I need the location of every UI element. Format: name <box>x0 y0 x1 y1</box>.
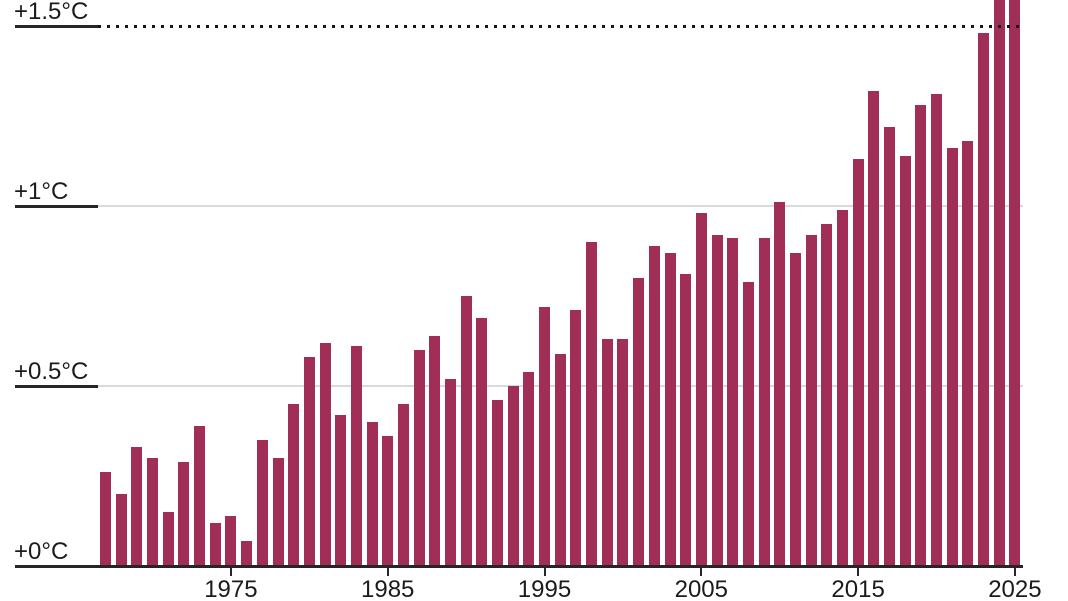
bar-1967 <box>100 472 111 566</box>
x-axis-tick <box>543 567 546 576</box>
y-axis-label: +1.5°C <box>14 0 89 25</box>
bar-2003 <box>664 253 676 566</box>
bar-2008 <box>742 282 754 566</box>
x-axis-tick-label: 2025 <box>988 576 1042 601</box>
bar-1976 <box>241 541 253 566</box>
bar-1975 <box>225 516 237 566</box>
x-axis-tick <box>386 567 389 576</box>
bar-2011 <box>789 253 801 566</box>
bar-1979 <box>288 404 300 566</box>
bar-1983 <box>350 346 362 566</box>
threshold-line-1.5C <box>98 24 1023 28</box>
x-axis-tick <box>229 567 232 576</box>
bar-1998 <box>586 242 598 566</box>
bar-2012 <box>805 235 817 566</box>
bar-1972 <box>178 462 190 566</box>
bar-2021 <box>946 148 958 566</box>
x-axis-tick <box>1013 567 1016 576</box>
y-axis-label: +0°C <box>14 538 69 565</box>
bar-2006 <box>711 235 723 566</box>
bar-1973 <box>194 426 206 566</box>
bar-1986 <box>397 404 409 566</box>
bar-2023 <box>978 33 990 566</box>
bar-2019 <box>915 105 927 566</box>
bar-1970 <box>147 458 158 566</box>
y-label-underline <box>15 384 98 388</box>
bar-1984 <box>366 422 378 566</box>
y-axis-label: +1°C <box>14 178 69 205</box>
x-axis-tick <box>857 567 860 576</box>
bar-1989 <box>445 379 456 566</box>
bar-1974 <box>209 523 221 566</box>
bar-1969 <box>131 447 143 566</box>
gridline-1C <box>95 205 1023 207</box>
bar-1996 <box>554 354 566 566</box>
bar-2010 <box>774 202 786 566</box>
bar-2025 <box>1009 0 1021 566</box>
x-axis-tick <box>700 567 703 576</box>
y-label-underline <box>15 204 98 208</box>
bar-2013 <box>821 224 833 566</box>
bar-2007 <box>727 238 739 566</box>
bar-2005 <box>695 213 707 566</box>
x-axis-tick-label: 2005 <box>674 576 728 601</box>
y-label-underline <box>15 24 98 28</box>
bar-1971 <box>162 512 174 566</box>
bar-2000 <box>617 339 629 566</box>
bar-1977 <box>256 440 268 566</box>
x-axis-line <box>15 564 1023 568</box>
bar-2020 <box>931 94 942 566</box>
bar-1968 <box>115 494 127 566</box>
bar-2002 <box>648 246 660 566</box>
bar-1981 <box>319 343 331 566</box>
x-axis-tick-label: 1985 <box>360 576 415 601</box>
x-axis-tick-label: 2015 <box>831 576 885 601</box>
bar-2001 <box>633 278 645 566</box>
bar-1985 <box>382 436 394 566</box>
bar-1995 <box>539 307 550 566</box>
x-axis-tick-label: 1995 <box>517 576 572 601</box>
bar-1978 <box>272 458 284 566</box>
bar-1987 <box>413 350 425 566</box>
bar-1988 <box>429 336 441 566</box>
bar-1997 <box>570 310 582 566</box>
bar-1994 <box>523 372 535 566</box>
bar-2009 <box>758 238 770 566</box>
bar-1992 <box>492 400 503 566</box>
bar-1991 <box>476 318 488 566</box>
bar-2014 <box>837 210 848 566</box>
bar-2024 <box>993 0 1005 566</box>
bar-1980 <box>303 357 315 566</box>
bar-1993 <box>507 386 519 566</box>
bar-2017 <box>884 127 895 566</box>
bar-1982 <box>335 415 347 566</box>
bar-2022 <box>962 141 974 566</box>
y-axis-label: +0.5°C <box>14 358 89 385</box>
bar-1999 <box>601 339 613 566</box>
bar-2016 <box>868 91 880 566</box>
bar-2015 <box>852 159 864 566</box>
bar-2018 <box>899 156 911 566</box>
bar-2004 <box>680 274 692 566</box>
x-axis-tick-label: 1975 <box>204 576 258 601</box>
bar-1990 <box>460 296 472 566</box>
